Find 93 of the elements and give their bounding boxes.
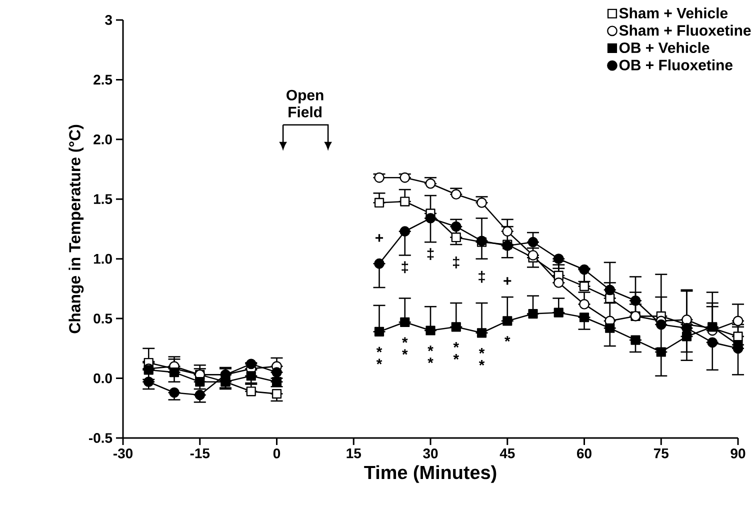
- x-tick-label: 75: [654, 448, 669, 458]
- point: [579, 312, 590, 322]
- x-tick-label: -30: [113, 448, 133, 458]
- annotation: ‡: [402, 261, 408, 274]
- legend-label: OB + Vehicle: [619, 42, 710, 54]
- annotation: *: [402, 349, 408, 355]
- point: [553, 254, 564, 264]
- annotation: Open Field: [286, 90, 324, 118]
- annotation: *: [402, 337, 408, 343]
- y-axis-title: Change in Temperature (°C): [68, 124, 84, 334]
- point: [733, 332, 743, 342]
- point: [656, 347, 666, 357]
- annotation: *: [376, 346, 382, 352]
- annotation: ‡: [452, 256, 460, 268]
- point: [425, 178, 436, 189]
- y-tick-label: 1.0: [94, 254, 112, 264]
- point: [425, 213, 436, 224]
- point: [400, 226, 410, 237]
- y-tick-label: 3: [105, 15, 112, 25]
- point: [169, 387, 180, 398]
- point: [682, 314, 692, 325]
- x-tick-label: 60: [577, 448, 592, 458]
- point: [374, 198, 384, 208]
- x-axis-title: Time (Minutes): [364, 465, 496, 483]
- point: [426, 326, 436, 336]
- point: [528, 308, 538, 319]
- y-tick-label: -0.5: [89, 433, 112, 443]
- point: [682, 322, 692, 334]
- annotation: *: [453, 354, 460, 360]
- point: [476, 328, 487, 338]
- point: [451, 322, 461, 332]
- point: [528, 236, 538, 248]
- point: [400, 196, 410, 206]
- y-tick-label: 0.5: [94, 314, 112, 324]
- point: [605, 323, 615, 333]
- annotation: *: [428, 346, 434, 352]
- point: [169, 368, 180, 378]
- annotation: *: [376, 358, 382, 364]
- point: [272, 367, 282, 378]
- point: [579, 299, 590, 310]
- point: [579, 282, 590, 292]
- point: [451, 232, 461, 242]
- annotation: +: [504, 277, 512, 285]
- x-tick-label: 0: [273, 448, 280, 458]
- point: [450, 221, 462, 232]
- y-tick-label: 2.5: [94, 74, 112, 85]
- point: [579, 264, 590, 275]
- annotation: *: [504, 336, 510, 342]
- point: [400, 317, 410, 327]
- point: [246, 358, 256, 370]
- point: [374, 172, 384, 183]
- point: [554, 308, 564, 318]
- y-tick-label: 2.0: [94, 134, 112, 144]
- annotation: *: [428, 358, 434, 364]
- point: [374, 258, 384, 269]
- point: [630, 335, 640, 345]
- point: [246, 371, 256, 381]
- point: [194, 390, 206, 400]
- point: [476, 198, 487, 208]
- point: [630, 310, 641, 322]
- point: [272, 377, 282, 387]
- legend-label: Sham + Fluoxetine: [619, 24, 751, 36]
- x-tick-label: 30: [423, 448, 438, 458]
- point: [732, 316, 744, 326]
- annotation: ‡: [478, 270, 485, 283]
- point: [195, 377, 205, 387]
- point: [272, 388, 282, 399]
- y-tick-label: 0.0: [94, 373, 112, 384]
- y-tick-label: 1.5: [94, 194, 112, 204]
- point: [604, 284, 616, 296]
- legend-label: OB + Fluoxetine: [619, 59, 732, 70]
- annotation: *: [478, 348, 485, 354]
- point: [502, 316, 512, 326]
- point: [553, 278, 564, 288]
- x-tick-label: 45: [500, 448, 515, 458]
- point: [374, 326, 384, 336]
- point: [605, 293, 615, 304]
- point: [682, 332, 692, 342]
- point: [450, 189, 462, 200]
- annotation: ‡: [427, 248, 434, 260]
- x-tick-label: 90: [730, 448, 746, 458]
- point: [707, 337, 718, 348]
- annotation: +: [376, 234, 384, 242]
- annotation: *: [478, 360, 485, 366]
- x-tick-label: -15: [190, 448, 210, 458]
- annotation: *: [453, 342, 460, 348]
- point: [656, 319, 666, 330]
- legend-label: Sham + Vehicle: [619, 7, 728, 18]
- x-tick-label: 15: [346, 448, 362, 458]
- point: [246, 386, 256, 396]
- point: [502, 226, 513, 237]
- point: [400, 172, 410, 183]
- point: [630, 295, 641, 306]
